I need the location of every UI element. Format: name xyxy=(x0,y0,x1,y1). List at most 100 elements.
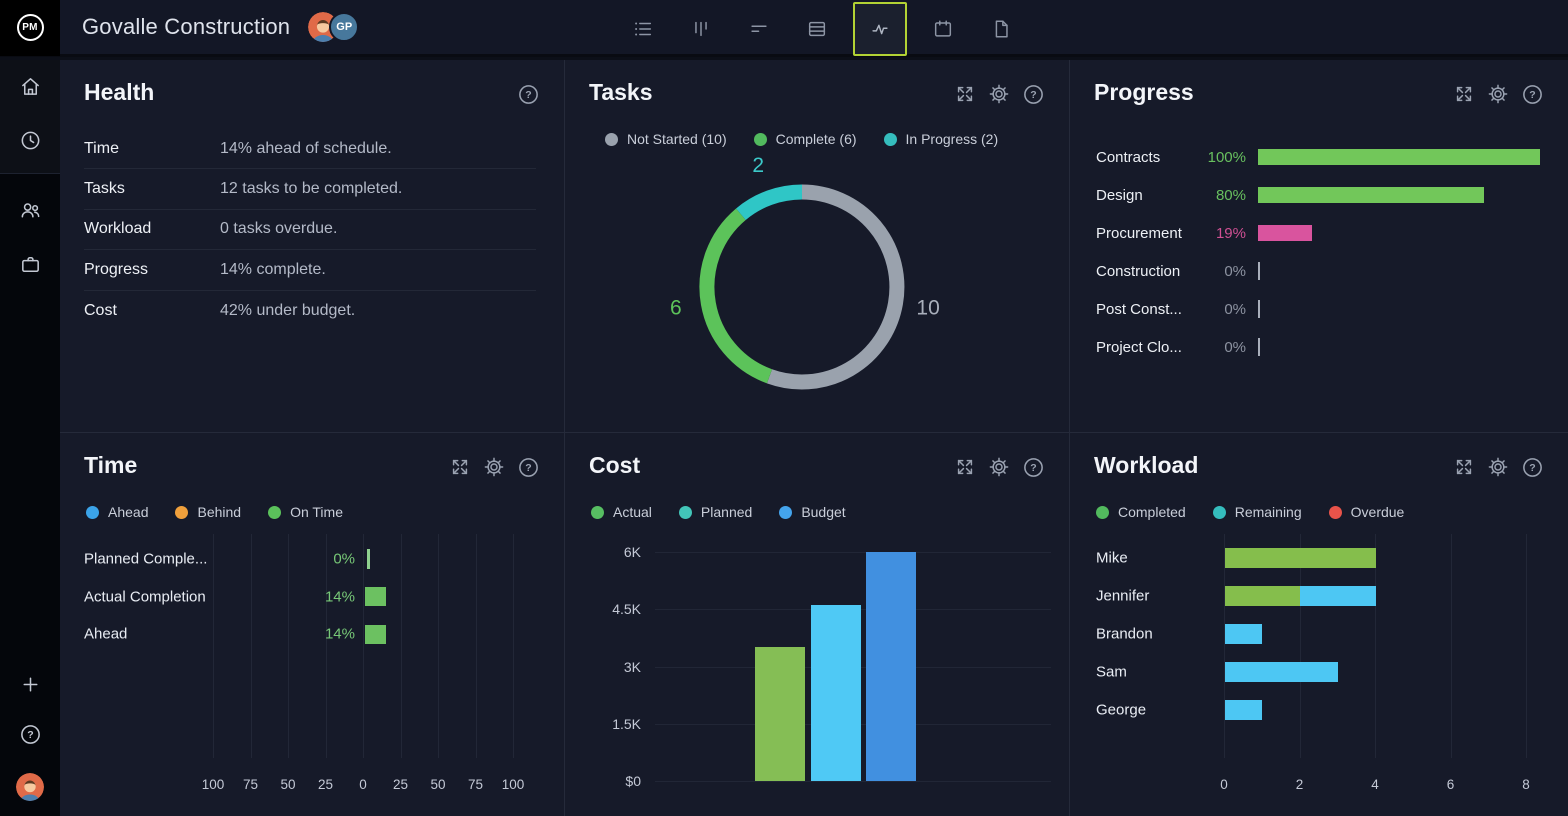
health-row-label: Cost xyxy=(84,301,117,319)
cost-expand-button[interactable] xyxy=(953,455,977,479)
y-axis-tick-label: 1.5K xyxy=(612,715,641,732)
x-axis-tick-label: 50 xyxy=(280,777,296,792)
health-row-label: Tasks xyxy=(84,180,125,198)
tool-docs-view-button[interactable] xyxy=(979,7,1023,51)
tool-list-view-button[interactable] xyxy=(621,7,665,51)
time-panel-actions: ? xyxy=(448,455,540,479)
progress-panel-title: Progress xyxy=(1094,79,1194,105)
health-row-label: Workload xyxy=(84,220,152,238)
sidebar-help-button[interactable]: ? xyxy=(19,723,42,746)
workload-expand-button[interactable] xyxy=(1452,455,1476,479)
sidebar-mid-group xyxy=(19,174,42,276)
sidebar-profile-button[interactable] xyxy=(16,773,44,801)
y-axis-tick-label: 6K xyxy=(623,544,641,560)
progress-settings-button[interactable] xyxy=(1486,82,1510,106)
health-help-button[interactable]: ? xyxy=(516,82,540,106)
svg-text:6: 6 xyxy=(670,297,682,320)
time-settings-button[interactable] xyxy=(482,455,506,479)
tasks-donut-chart: 10 6 2 xyxy=(565,60,1069,432)
time-row-percent: 0% xyxy=(333,550,355,568)
pm-logo-icon: PM xyxy=(16,13,44,41)
progress-row-construction: Construction 0% xyxy=(1096,252,1540,290)
time-expand-button[interactable] xyxy=(448,455,472,479)
top-bar: PM Govalle Construction GP xyxy=(0,0,1568,57)
workload-help-button[interactable]: ? xyxy=(1520,455,1544,479)
gridline xyxy=(655,552,1051,553)
x-axis-tick-label: 4 xyxy=(1371,777,1379,792)
app-logo[interactable]: PM xyxy=(0,0,60,56)
health-row-cost: Cost 42% under budget. xyxy=(84,291,536,331)
cost-panel-actions: ? xyxy=(953,455,1045,479)
legend-label: Ahead xyxy=(108,504,149,520)
tasks-expand-button[interactable] xyxy=(953,82,977,106)
member-avatar-initials[interactable]: GP xyxy=(329,12,360,42)
progress-help-button[interactable]: ? xyxy=(1520,82,1544,106)
tasks-panel-actions: ? xyxy=(953,82,1045,106)
time-panel: Time ? Ahead Behind On Time 100 75 50 25 0 25 50… xyxy=(60,433,565,816)
legend-label: Completed xyxy=(1118,504,1186,520)
x-axis-tick-label: 0 xyxy=(359,777,367,792)
x-axis-tick-label: 25 xyxy=(392,777,409,792)
settings-icon xyxy=(988,83,1010,105)
progress-row-projectclo: Project Clo... 0% xyxy=(1096,328,1540,366)
gridline xyxy=(400,534,402,758)
time-row-label: Ahead xyxy=(84,625,128,643)
svg-text:?: ? xyxy=(1030,461,1036,473)
tool-gantt-view-button[interactable] xyxy=(737,7,781,51)
settings-icon xyxy=(1487,456,1509,478)
svg-text:10: 10 xyxy=(916,297,939,320)
activity-view-icon xyxy=(869,18,891,40)
time-row-percent: 14% xyxy=(324,588,355,605)
progress-bar-list: Contracts 100% Design 80% Procurement 19% Cons… xyxy=(1096,138,1540,366)
sidebar-portfolio-button[interactable] xyxy=(19,253,42,276)
progress-expand-button[interactable] xyxy=(1452,82,1476,106)
sidebar-home-button[interactable] xyxy=(19,75,42,98)
sidebar-add-button[interactable] xyxy=(19,673,42,696)
health-row-progress: Progress 14% complete. xyxy=(84,250,536,291)
expand-icon xyxy=(954,456,976,478)
expand-icon xyxy=(1453,83,1475,105)
sidebar-team-button[interactable] xyxy=(19,198,42,221)
gridline xyxy=(213,534,214,758)
x-axis-tick-label: 75 xyxy=(467,777,484,792)
gridline xyxy=(475,534,477,758)
tasks-help-button[interactable]: ? xyxy=(1021,82,1045,106)
tool-calendar-view-button[interactable] xyxy=(921,7,965,51)
legend-dot-icon xyxy=(779,505,793,519)
tool-activity-view-button[interactable] xyxy=(853,1,907,56)
progress-bar-track xyxy=(1258,186,1540,204)
cost-help-button[interactable]: ? xyxy=(1021,455,1045,479)
health-row-workload: Workload 0 tasks overdue. xyxy=(84,210,536,251)
y-axis-tick-label: $0 xyxy=(625,773,641,789)
tool-sheet-view-button[interactable] xyxy=(795,7,839,51)
settings-icon xyxy=(483,456,505,478)
board-view-icon xyxy=(690,18,712,40)
legend-label: Planned xyxy=(700,504,753,520)
legend-dot-icon xyxy=(753,132,767,146)
progress-row-percent: 0% xyxy=(1224,262,1246,280)
workload-row-label: Brandon xyxy=(1096,625,1153,643)
legend-item: Remaining xyxy=(1212,504,1302,520)
progress-row-percent: 100% xyxy=(1207,148,1246,166)
health-row-label: Time xyxy=(84,139,119,157)
workload-legend: Completed Remaining Overdue xyxy=(1096,504,1404,520)
progress-panel-actions: ? xyxy=(1452,82,1544,106)
legend-item: Complete (6) xyxy=(753,131,857,147)
dashboard-grid: Health ? Time 14% ahead of schedule. Tasks… xyxy=(60,60,1568,816)
progress-zero-tick xyxy=(1258,300,1260,318)
time-row-label: Actual Completion xyxy=(84,588,206,605)
sidebar-clock-button[interactable] xyxy=(19,129,42,152)
legend-label: Remaining xyxy=(1234,504,1302,520)
cost-bar-budget xyxy=(866,552,916,781)
time-help-button[interactable]: ? xyxy=(516,455,540,479)
y-axis-tick-label: 4.5K xyxy=(612,601,641,618)
progress-panel: Progress ? Contracts 100% Design 80% Procure… xyxy=(1070,60,1568,433)
cost-settings-button[interactable] xyxy=(987,455,1011,479)
progress-row-label: Contracts xyxy=(1096,148,1161,166)
workload-settings-button[interactable] xyxy=(1486,455,1510,479)
tasks-settings-button[interactable] xyxy=(987,82,1011,106)
legend-dot-icon xyxy=(605,132,618,146)
tool-board-view-button[interactable] xyxy=(679,7,723,51)
legend-label: In Progress (2) xyxy=(905,131,999,147)
time-zero-tick xyxy=(367,549,370,569)
